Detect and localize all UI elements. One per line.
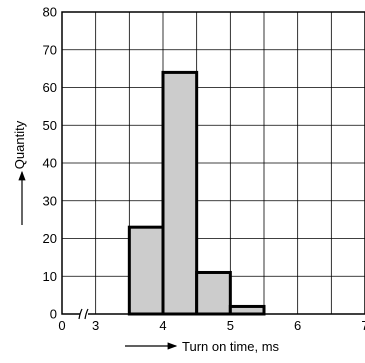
y-tick-labels: 0 10 20 30 40 50 60 70 80	[43, 5, 57, 322]
axis-break-gap	[80, 311, 88, 317]
x-tick-label: 0	[58, 318, 65, 333]
histogram-bar	[127, 225, 165, 316]
x-tick-label: 6	[294, 318, 301, 333]
plot-frame	[61, 11, 365, 315]
x-axis-label: Turn on time, ms	[182, 339, 280, 354]
y-tick-label: 50	[43, 118, 57, 133]
y-tick-label: 40	[43, 156, 57, 171]
x-tick-label: 7	[361, 318, 365, 333]
y-tick-label: 80	[43, 5, 57, 20]
y-tick-label: 30	[43, 193, 57, 208]
y-tick-label: 10	[43, 269, 57, 284]
axis-break-stroke	[78, 308, 83, 320]
x-tick-labels: 0 3 4 5 6 7	[58, 318, 365, 333]
y-tick-label: 0	[50, 307, 57, 322]
x-tick-label: 4	[159, 318, 166, 333]
x-tick-label: 5	[227, 318, 234, 333]
y-tick-label: 60	[43, 80, 57, 95]
y-tick-label: 20	[43, 231, 57, 246]
x-axis-break-mark	[78, 308, 89, 320]
y-axis-label: Quantity	[12, 120, 27, 169]
histogram-bar	[195, 270, 232, 316]
grid-lines	[62, 12, 365, 314]
axis-break-stroke	[84, 308, 89, 320]
histogram-bar	[161, 70, 199, 316]
y-tick-label: 70	[43, 42, 57, 57]
x-tick-label: 3	[92, 318, 99, 333]
histogram-bars	[127, 70, 266, 316]
histogram-bar	[228, 304, 266, 316]
